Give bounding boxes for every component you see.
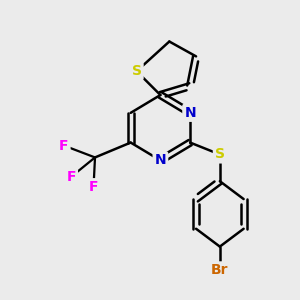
Text: F: F	[67, 170, 76, 184]
Text: S: S	[215, 148, 225, 161]
Text: Br: Br	[211, 263, 229, 278]
Text: F: F	[89, 180, 98, 194]
Text: F: F	[59, 139, 69, 152]
Text: N: N	[154, 153, 166, 167]
Text: S: S	[132, 64, 142, 78]
Text: N: N	[184, 106, 196, 120]
